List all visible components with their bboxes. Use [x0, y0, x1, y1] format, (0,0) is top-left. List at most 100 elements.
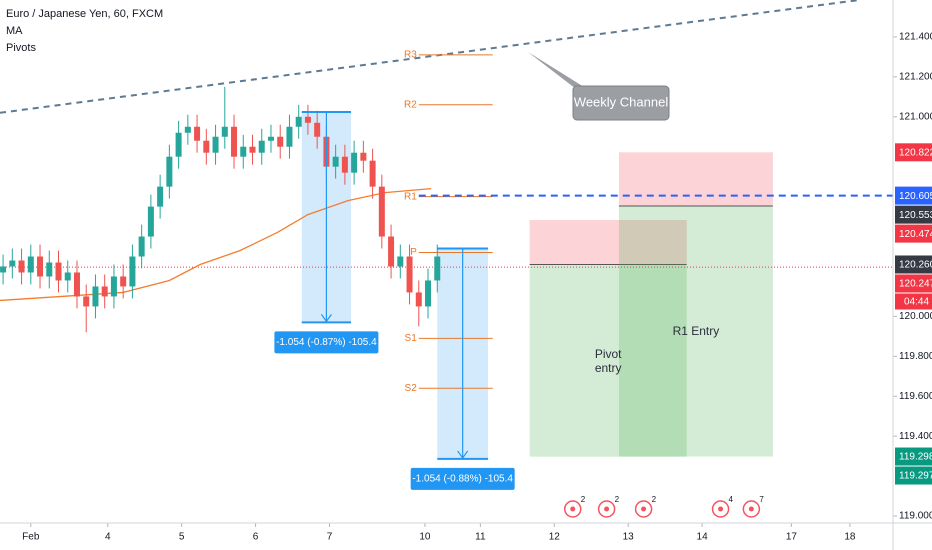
candle-body — [221, 126, 228, 137]
pivot-label: R1 — [404, 191, 417, 202]
candle-body — [277, 136, 284, 147]
price-label: 120.553 — [899, 210, 932, 221]
price-label: 120.822 — [899, 147, 932, 158]
x-tick-label: 4 — [105, 532, 111, 543]
price-label-box — [895, 274, 932, 293]
candle-body — [332, 156, 339, 167]
pivot-label: P — [410, 247, 417, 258]
channel-line — [0, 0, 860, 114]
price-label: 119.298 — [899, 452, 932, 463]
candle-body — [18, 260, 25, 273]
y-tick-label: 121.200 — [899, 71, 932, 82]
candle-body — [406, 256, 413, 293]
x-tick-label: 14 — [697, 532, 709, 543]
y-tick-label: 119.800 — [899, 351, 932, 362]
price-label-box — [895, 205, 932, 224]
candle-body — [360, 152, 367, 161]
candle-body — [314, 122, 321, 137]
y-tick-label: 119.000 — [899, 511, 932, 522]
chart-title: Euro / Japanese Yen, 60, FXCM — [6, 8, 163, 20]
candle-body — [92, 286, 99, 307]
candle-body — [369, 160, 376, 187]
candle-body — [341, 156, 348, 173]
candle-body — [147, 206, 154, 237]
target-zone — [529, 264, 687, 457]
callout-pointer — [528, 52, 592, 92]
candle-body — [37, 256, 44, 277]
event-dot — [570, 506, 576, 512]
measure-label-box — [410, 467, 515, 490]
candle-body — [138, 236, 145, 257]
pivot-label: R3 — [404, 50, 417, 61]
y-tick-label: 121.400 — [899, 32, 932, 43]
candle-body — [304, 116, 311, 123]
price-label: 120.474 — [899, 229, 932, 240]
x-tick-label: 17 — [786, 532, 798, 543]
candle-body — [166, 156, 173, 187]
price-label-box — [895, 186, 932, 205]
price-label-box — [895, 255, 932, 274]
candle-body — [0, 266, 7, 273]
candle-body — [212, 136, 219, 153]
y-tick-label: 119.400 — [899, 431, 932, 442]
candle-body — [388, 236, 395, 267]
indicator-label: Pivots — [6, 42, 36, 54]
price-label: 120.605 — [899, 191, 932, 202]
price-label: 119.297 — [899, 471, 932, 482]
candle-body — [55, 262, 62, 281]
candle-body — [295, 116, 302, 127]
candle-body — [231, 126, 238, 157]
price-label-box — [895, 466, 932, 485]
candle-body — [203, 140, 210, 153]
pivot-label: S2 — [405, 383, 418, 394]
measure-label: -1.054 (-0.87%) -105.4 — [276, 337, 377, 348]
candle-body — [83, 296, 90, 307]
candle-body — [46, 262, 53, 277]
measure-label: -1.054 (-0.88%) -105.4 — [412, 474, 513, 485]
event-dot — [641, 506, 647, 512]
event-dot — [604, 506, 610, 512]
x-tick-label: 5 — [179, 532, 185, 543]
candle-body — [378, 186, 385, 237]
candle-body — [27, 256, 34, 273]
candle-body — [425, 280, 432, 307]
candle-body — [258, 140, 265, 153]
x-tick-label: Feb — [22, 532, 40, 543]
event-count: 4 — [729, 495, 734, 504]
candle-body — [397, 256, 404, 267]
candle-body — [101, 286, 108, 297]
countdown-box — [895, 293, 932, 310]
candle-body — [286, 126, 293, 147]
target-zone — [618, 206, 773, 457]
x-tick-label: 18 — [844, 532, 856, 543]
candle-body — [157, 186, 164, 207]
y-tick-label: 121.000 — [899, 111, 932, 122]
pivot-label: R2 — [404, 99, 417, 110]
event-dot — [748, 506, 754, 512]
candle-body — [129, 256, 136, 287]
candle-body — [240, 146, 247, 157]
x-tick-label: 10 — [419, 532, 431, 543]
price-label-box — [895, 143, 932, 162]
candle-body — [267, 136, 274, 141]
x-tick-label: 6 — [253, 532, 259, 543]
x-tick-label: 11 — [475, 532, 486, 543]
candle-body — [351, 152, 358, 173]
measure-label-box — [274, 331, 379, 354]
candle-body — [194, 126, 201, 141]
candle-body — [184, 126, 191, 133]
candle-body — [415, 292, 422, 307]
candle-body — [9, 260, 16, 267]
event-count: 7 — [759, 495, 764, 504]
candle-body — [249, 146, 256, 153]
indicator-label: MA — [6, 25, 23, 37]
stop-zone — [529, 219, 687, 265]
candle-body — [64, 272, 71, 281]
event-count: 2 — [581, 495, 586, 504]
event-count: 2 — [652, 495, 657, 504]
position-label: R1 Entry — [672, 324, 720, 339]
callout-box — [572, 85, 670, 121]
